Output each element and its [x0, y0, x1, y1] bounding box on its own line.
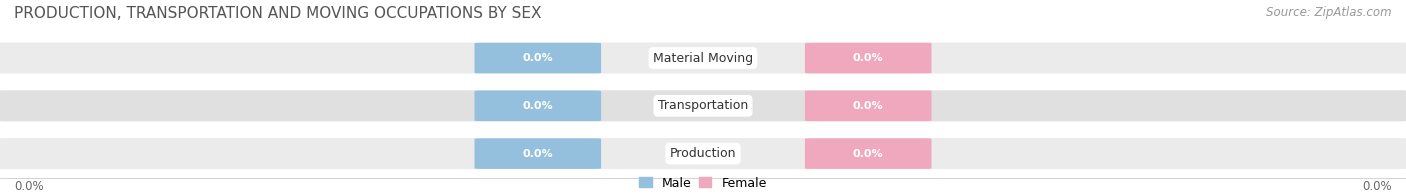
FancyBboxPatch shape [0, 90, 1406, 121]
Text: 0.0%: 0.0% [1362, 180, 1392, 193]
FancyBboxPatch shape [804, 91, 931, 121]
Text: 0.0%: 0.0% [523, 53, 553, 63]
FancyBboxPatch shape [475, 138, 602, 169]
Text: 0.0%: 0.0% [523, 101, 553, 111]
Text: Material Moving: Material Moving [652, 52, 754, 64]
FancyBboxPatch shape [0, 43, 1406, 74]
Text: PRODUCTION, TRANSPORTATION AND MOVING OCCUPATIONS BY SEX: PRODUCTION, TRANSPORTATION AND MOVING OC… [14, 6, 541, 21]
FancyBboxPatch shape [0, 138, 1406, 169]
Text: 0.0%: 0.0% [853, 149, 883, 159]
FancyBboxPatch shape [475, 43, 602, 73]
Legend: Male, Female: Male, Female [640, 177, 766, 190]
FancyBboxPatch shape [475, 91, 602, 121]
FancyBboxPatch shape [804, 138, 931, 169]
Text: 0.0%: 0.0% [853, 101, 883, 111]
Text: 0.0%: 0.0% [14, 180, 44, 193]
Text: Transportation: Transportation [658, 99, 748, 112]
Text: 0.0%: 0.0% [523, 149, 553, 159]
Text: Production: Production [669, 147, 737, 160]
Text: 0.0%: 0.0% [853, 53, 883, 63]
Text: Source: ZipAtlas.com: Source: ZipAtlas.com [1267, 6, 1392, 19]
FancyBboxPatch shape [804, 43, 931, 73]
